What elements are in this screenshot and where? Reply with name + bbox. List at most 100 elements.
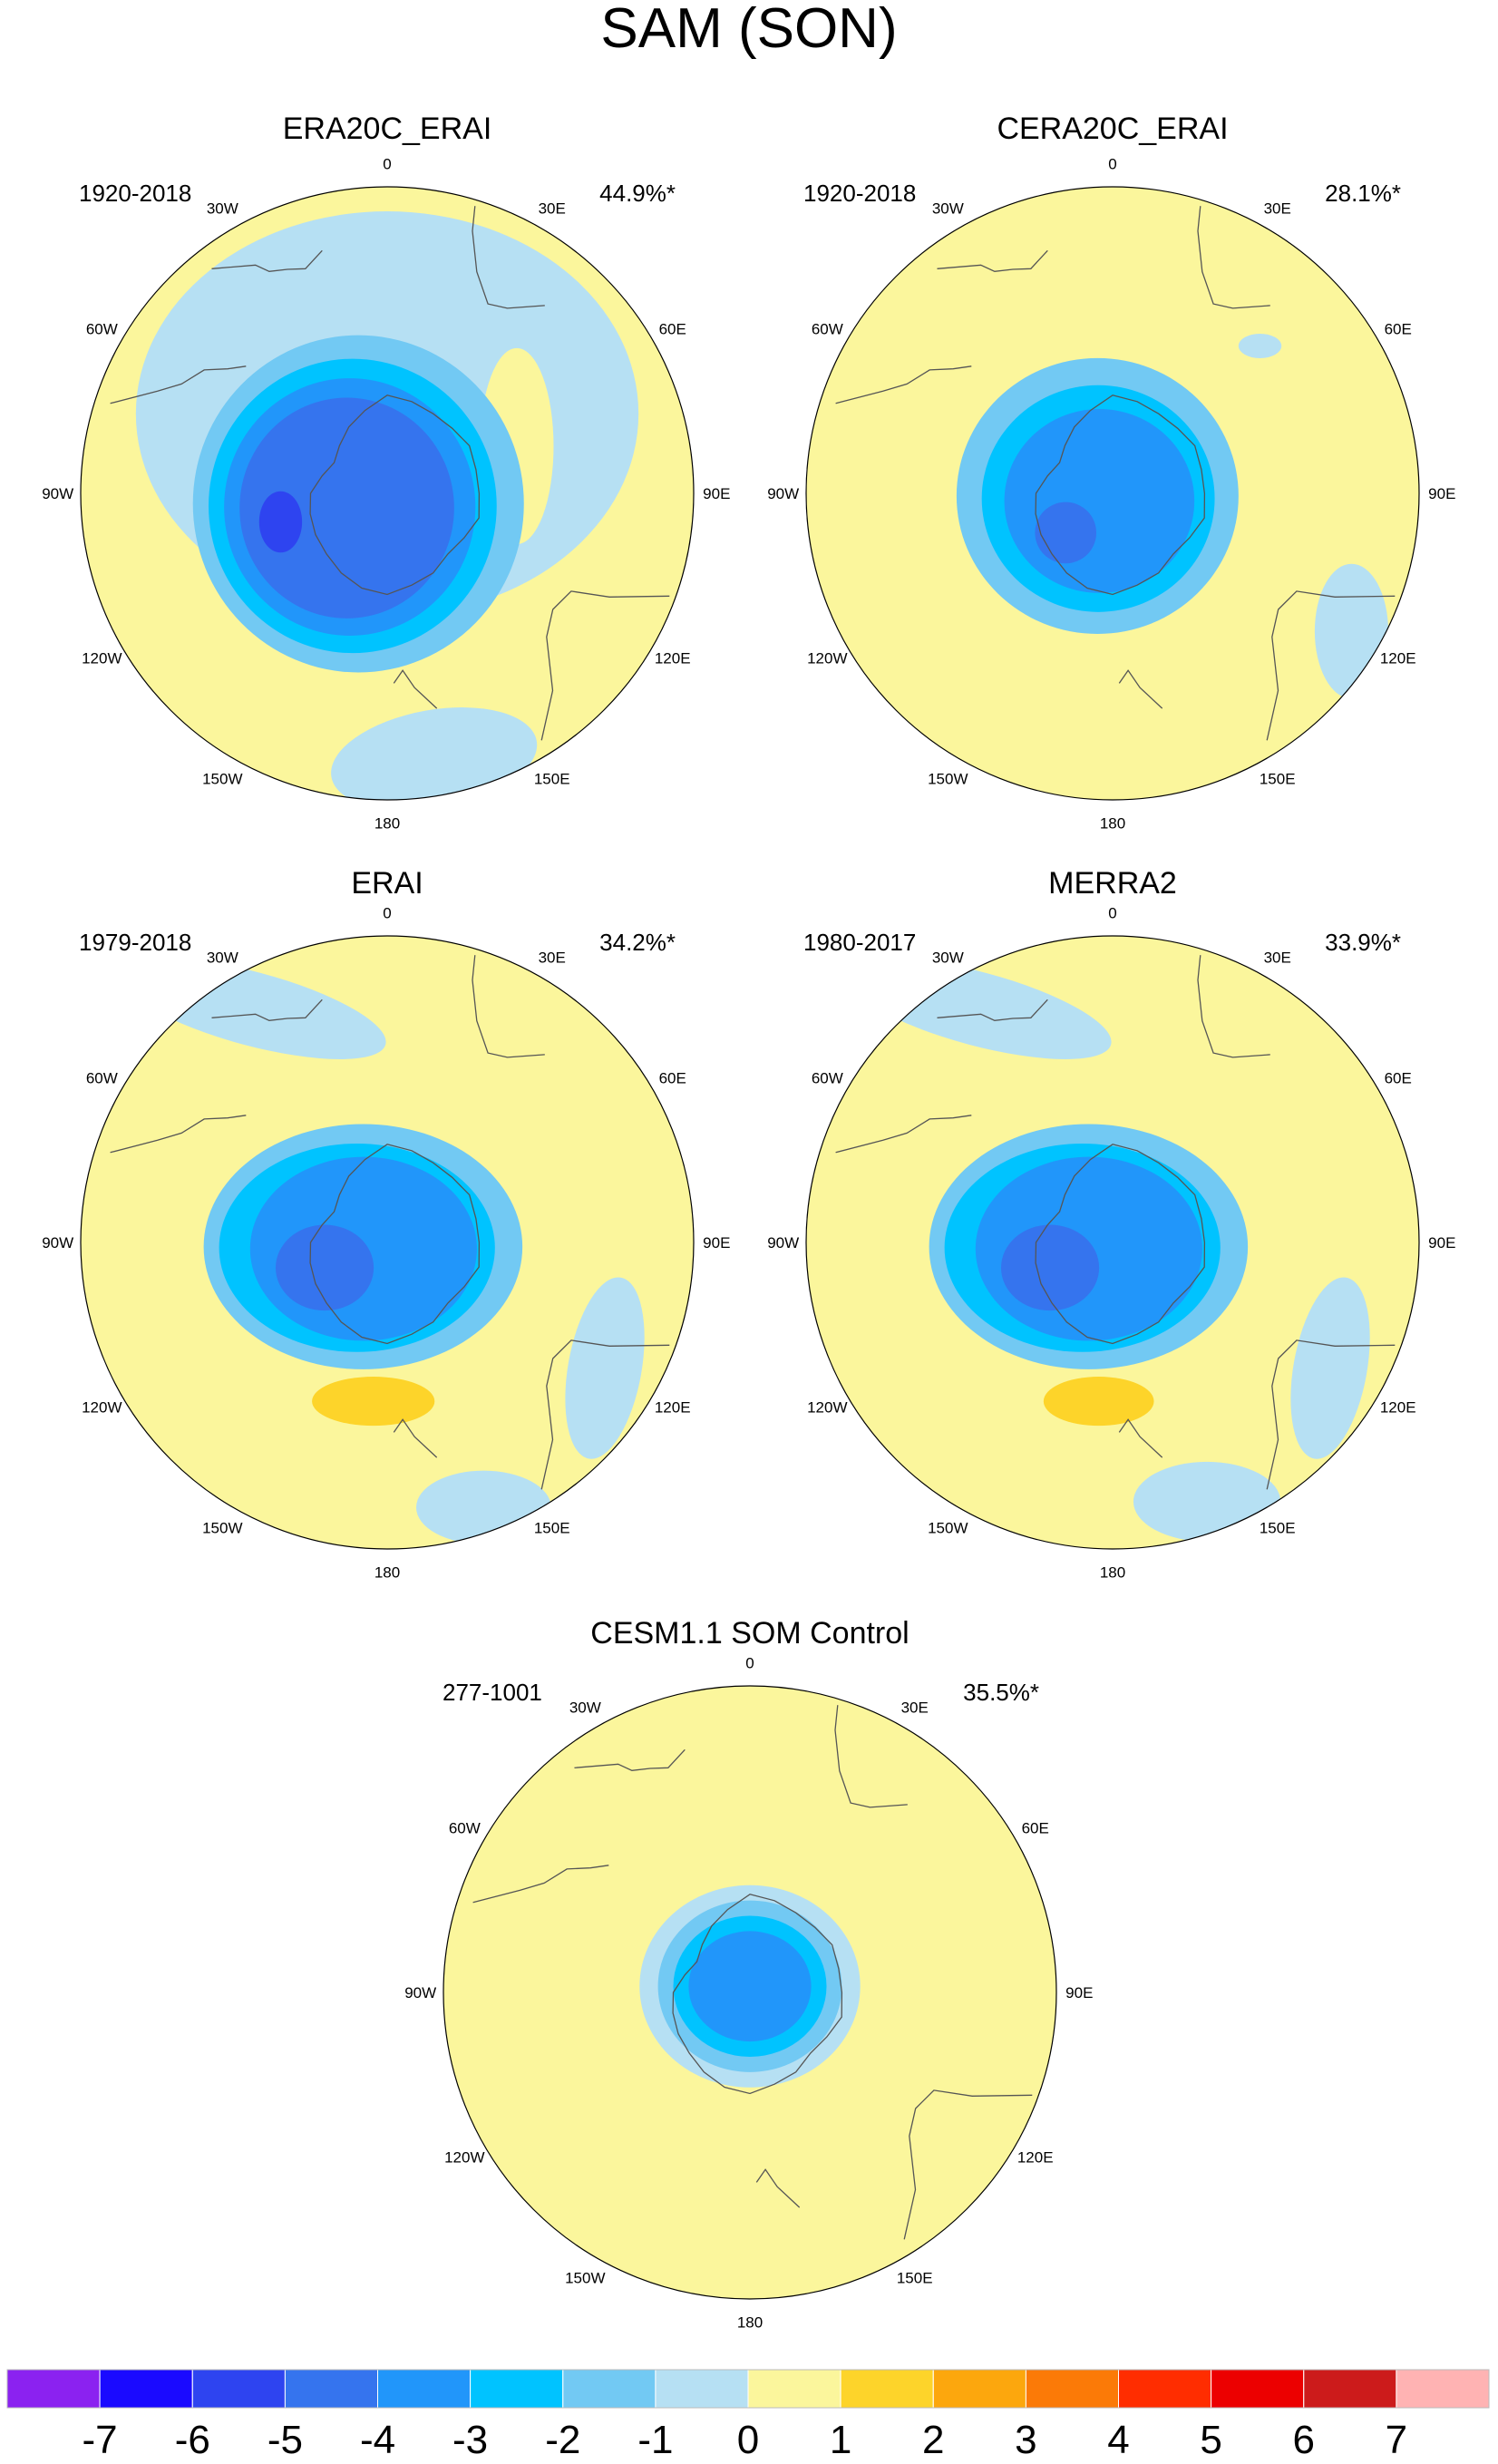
longitude-label: 60W <box>812 1069 843 1086</box>
colorbar-box <box>562 2369 657 2409</box>
longitude-label: 30W <box>932 200 964 217</box>
panel-title: CESM1.1 SOM Control <box>590 1616 909 1651</box>
coastline-1 <box>835 1115 972 1154</box>
longitude-label: 90E <box>1065 1984 1093 2001</box>
longitude-label: 60W <box>812 320 843 337</box>
coastline-3 <box>1266 590 1396 741</box>
longitude-label: 30W <box>932 949 964 966</box>
colorbar-box <box>99 2369 193 2409</box>
longitude-label: 30E <box>901 1699 929 1716</box>
coastline-3 <box>903 2089 1033 2240</box>
antarctica-coastline <box>1035 394 1206 596</box>
longitude-label: 30W <box>207 200 238 217</box>
anomaly-contour-6 <box>312 1377 435 1427</box>
colorbar-tick-label: 1 <box>830 2418 851 2462</box>
colorbar-box <box>747 2369 841 2409</box>
longitude-label: 30E <box>539 949 566 966</box>
polar-map <box>80 186 695 801</box>
anomaly-contour-6 <box>1043 1377 1154 1427</box>
anomaly-contour-10 <box>1000 1224 1100 1311</box>
colorbar-tick-label: -4 <box>360 2418 395 2462</box>
variance-label: 44.9%* <box>599 180 676 207</box>
longitude-labels: 0 30E 60E 90E 120E 150E 180 150W 120W 90W 60W 30W <box>42 156 730 833</box>
longitude-label: 150W <box>928 771 968 788</box>
anomaly-contour-10 <box>275 1224 374 1311</box>
colorbar-tick-label: 7 <box>1386 2418 1407 2462</box>
longitude-label: 0 <box>1108 156 1116 173</box>
longitude-label: 60E <box>659 1069 686 1086</box>
longitude-label: 150E <box>534 1520 570 1537</box>
coastline-0 <box>211 998 323 1021</box>
polar-map <box>80 935 695 1550</box>
anomaly-contour-1 <box>565 1277 645 1459</box>
coastline-4 <box>393 1418 438 1458</box>
longitude-label: 60E <box>1022 1819 1049 1836</box>
anomaly-contour-2 <box>1133 1461 1281 1542</box>
map-panel-cera20c: CERA20C_ERAI 1920-2018 28.1%* 0 30E 60E 90E… <box>767 112 1455 832</box>
longitude-label: 30W <box>569 1699 601 1716</box>
colorbar-tick-label: -3 <box>452 2418 488 2462</box>
polar-map <box>805 186 1420 801</box>
anomaly-contour-3 <box>1062 609 1285 711</box>
longitude-label: 30E <box>539 200 566 217</box>
colorbar-tick-label: 3 <box>1015 2418 1036 2462</box>
colorbar-box <box>377 2369 472 2409</box>
longitude-label: 150E <box>897 2270 933 2287</box>
longitude-label: 120E <box>655 1399 691 1417</box>
longitude-label: 120E <box>1380 1399 1416 1417</box>
colorbar-tick-label: 4 <box>1107 2418 1129 2462</box>
map-border <box>805 935 1420 1550</box>
colorbar-tick-label: 0 <box>737 2418 759 2462</box>
colorbar-box <box>840 2369 934 2409</box>
colorbar-outline <box>6 2369 1490 2409</box>
colorbar-box <box>1303 2369 1397 2409</box>
antarctica-coastline <box>309 1144 481 1345</box>
longitude-label: 150E <box>1260 1520 1296 1537</box>
anomaly-contour-2 <box>1221 386 1341 600</box>
period-label: 277-1001 <box>443 1679 542 1706</box>
coastline-3 <box>540 1339 670 1490</box>
figure-title: SAM (SON) <box>600 0 897 60</box>
longitude-label: 90W <box>404 1984 436 2001</box>
longitude-label: 0 <box>383 156 391 173</box>
coastline-1 <box>472 1865 609 1904</box>
longitude-label: 150E <box>1260 771 1296 788</box>
longitude-label: 0 <box>1108 905 1116 922</box>
coastline-4 <box>755 2168 801 2208</box>
longitude-label: 90W <box>42 1234 73 1251</box>
anomaly-contour-1 <box>682 2092 897 2189</box>
coastline-3 <box>540 590 670 741</box>
colorbar-tick-label: 5 <box>1200 2418 1221 2462</box>
longitude-label: 60E <box>659 320 686 337</box>
longitude-label: 180 <box>374 814 400 832</box>
anomaly-contour-1 <box>1238 333 1282 358</box>
longitude-label: 180 <box>1100 1563 1125 1581</box>
panel-title: ERA20C_ERAI <box>283 112 492 146</box>
longitude-label: 120W <box>444 2149 484 2167</box>
longitude-label: 90E <box>703 485 730 502</box>
panel-title: CERA20C_ERAI <box>997 112 1228 146</box>
colorbar-box <box>191 2369 286 2409</box>
period-label: 1920-2018 <box>79 180 191 207</box>
coastline-2 <box>472 206 545 309</box>
colorbar-box <box>6 2369 101 2409</box>
coastline-0 <box>937 998 1048 1021</box>
colorbar-box <box>1118 2369 1212 2409</box>
coastline-1 <box>835 365 972 404</box>
panel-title: ERAI <box>351 866 423 901</box>
longitude-label: 120E <box>655 650 691 667</box>
polar-map <box>443 1685 1057 2300</box>
colorbar-tick-label: -2 <box>545 2418 580 2462</box>
coastline-4 <box>1118 669 1163 709</box>
anomaly-contour-9 <box>258 491 303 553</box>
polar-map <box>805 935 1420 1550</box>
variance-label: 35.5%* <box>963 1679 1039 1706</box>
colorbar-box <box>1396 2369 1490 2409</box>
colorbar-tick-label: -6 <box>175 2418 210 2462</box>
longitude-label: 150W <box>202 771 242 788</box>
map-border <box>80 935 695 1550</box>
coastline-4 <box>393 669 438 709</box>
period-label: 1979-2018 <box>79 929 191 956</box>
colorbar-labels: -7 -6 -5 -4 -3 -2 -1 0 1 2 3 4 5 6 7 <box>83 2418 1408 2462</box>
